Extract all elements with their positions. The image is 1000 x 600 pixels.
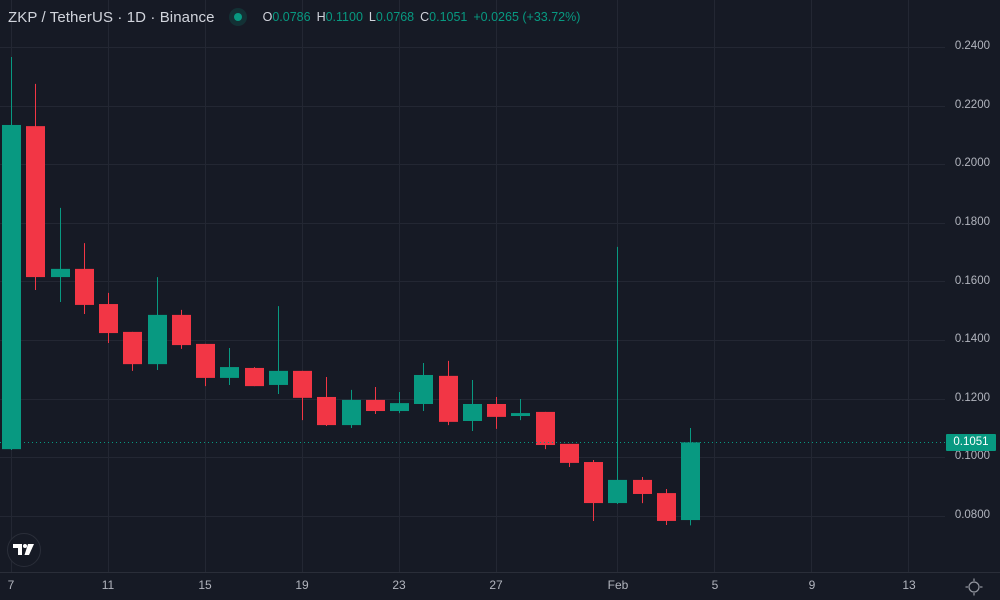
date-tick: 5 [711, 578, 719, 592]
candle[interactable] [414, 362, 433, 412]
candle[interactable] [657, 488, 676, 526]
candle[interactable] [487, 396, 506, 429]
symbol-title[interactable]: ZKP / TetherUS · 1D · Binance [8, 8, 215, 26]
high-label: H [316, 10, 326, 24]
ohlc-values: O 0.0786 H 0.1100 L 0.0768 C 0.1051 +0.0265 … [263, 10, 581, 24]
candle[interactable] [75, 243, 94, 315]
candle[interactable] [99, 292, 118, 344]
candle[interactable] [26, 83, 45, 290]
candle[interactable] [269, 306, 288, 395]
candle[interactable] [536, 411, 555, 450]
open-label: O [262, 10, 273, 24]
date-tick: 23 [392, 578, 406, 592]
candle[interactable] [608, 246, 627, 504]
date-tick: 27 [489, 578, 503, 592]
last-price-label: 0.1051 [946, 434, 996, 451]
close-value: 0.1051 [429, 10, 468, 24]
price-tick: 0.1400 [954, 333, 990, 345]
low-value: 0.0768 [375, 10, 415, 24]
candle[interactable] [342, 389, 361, 429]
candle[interactable] [511, 399, 530, 421]
candle[interactable] [172, 309, 191, 349]
price-tick: 0.1800 [954, 216, 990, 228]
open-value: 0.0786 [272, 10, 311, 24]
candle[interactable] [366, 386, 385, 414]
price-tick: 0.2000 [954, 157, 990, 169]
candle[interactable] [584, 459, 603, 521]
date-tick: 7 [7, 578, 15, 592]
price-tick: 0.2200 [954, 99, 990, 111]
candle[interactable] [317, 377, 336, 426]
date-tick: 9 [808, 578, 816, 592]
price-tick: 0.1000 [954, 450, 990, 462]
candle[interactable] [681, 428, 700, 526]
change-value: +0.0265 (+33.72%) [473, 10, 581, 24]
candle[interactable] [463, 379, 482, 431]
candle[interactable] [560, 443, 579, 468]
high-value: 0.1100 [325, 10, 363, 24]
date-tick: Feb [607, 578, 629, 592]
date-tick: 13 [902, 578, 916, 592]
candle[interactable] [293, 370, 312, 421]
price-tick: 0.2400 [954, 40, 990, 52]
candle[interactable] [123, 331, 142, 371]
candle[interactable] [2, 56, 21, 451]
market-open-dot-icon [228, 8, 247, 26]
candle[interactable] [439, 360, 458, 426]
candle[interactable] [633, 476, 652, 504]
tradingview-logo-icon[interactable] [7, 533, 41, 567]
candle[interactable] [196, 343, 215, 387]
date-tick: 19 [295, 578, 309, 592]
date-tick: 15 [198, 578, 212, 592]
close-label: C [420, 10, 430, 24]
candle[interactable] [51, 207, 70, 302]
low-label: L [368, 10, 376, 24]
candle[interactable] [390, 391, 409, 414]
candle[interactable] [220, 348, 239, 385]
candle[interactable] [245, 367, 264, 387]
settings-sun-icon[interactable] [964, 577, 984, 597]
price-tick: 0.1600 [954, 275, 990, 287]
price-tick: 0.1200 [954, 392, 990, 404]
price-tick: 0.0800 [954, 509, 990, 521]
candle[interactable] [148, 277, 167, 370]
date-tick: 11 [101, 578, 115, 592]
